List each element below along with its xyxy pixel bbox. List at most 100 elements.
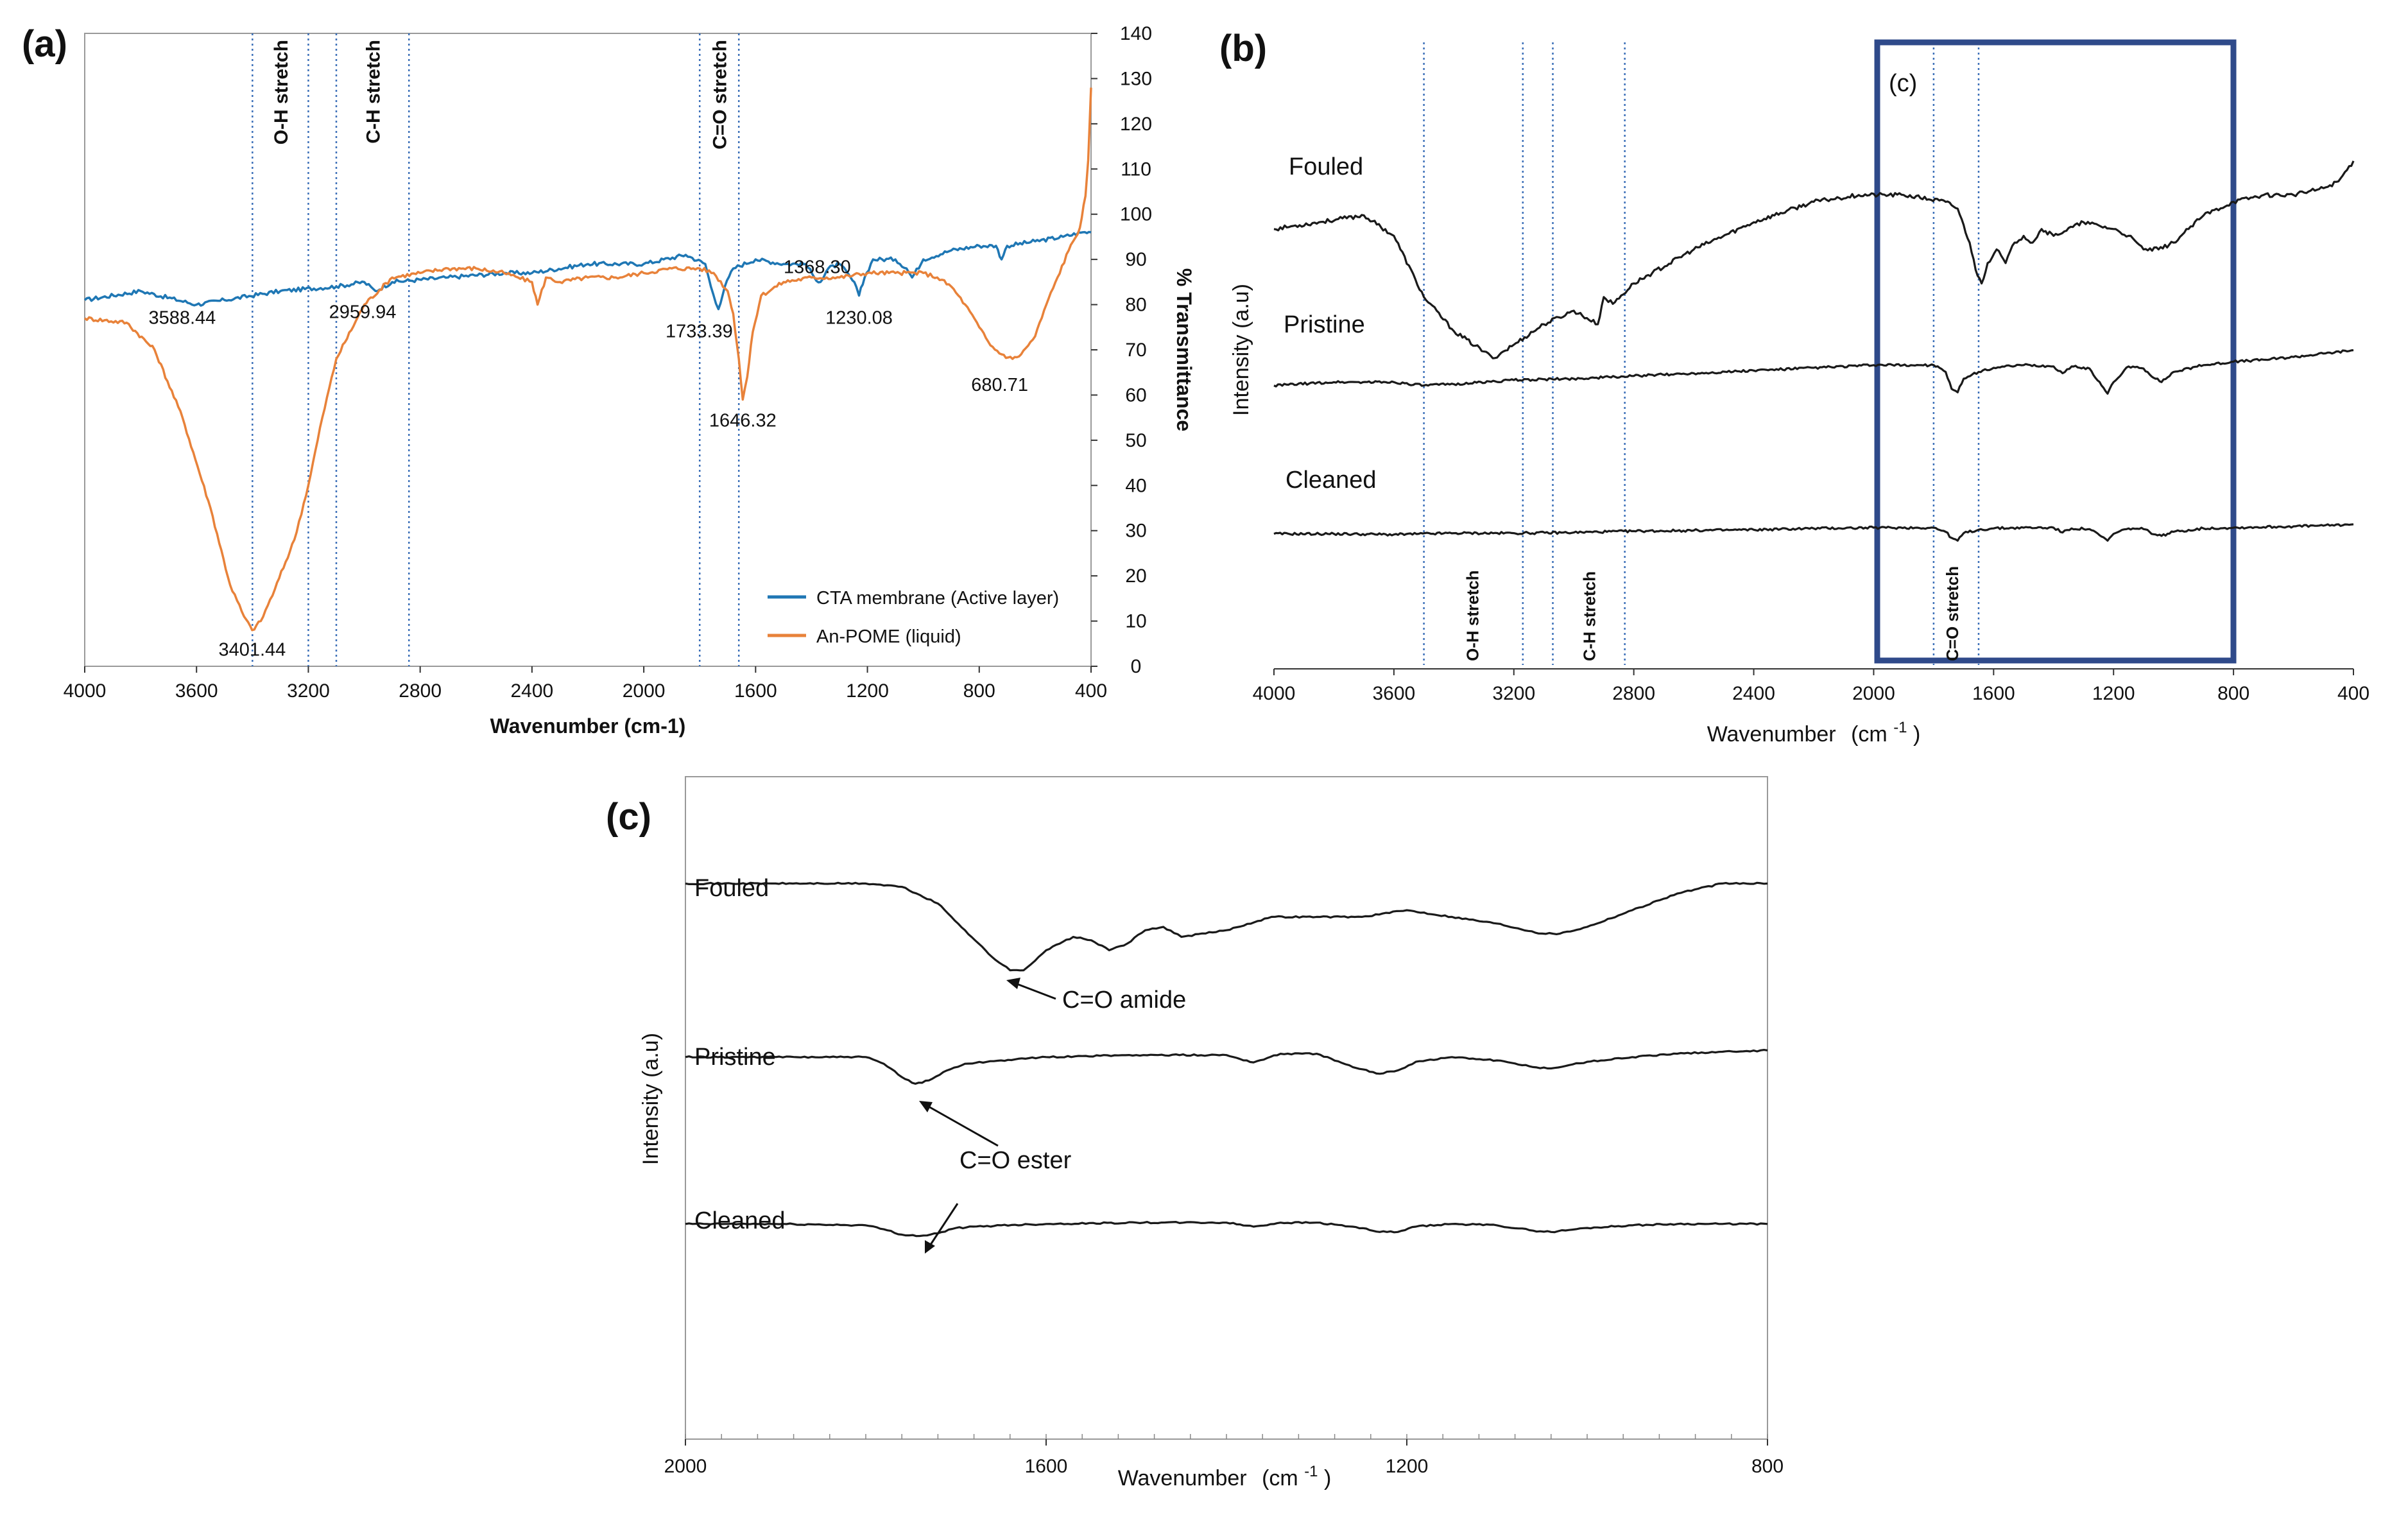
x-tick-label-c: 1600 bbox=[1025, 1456, 1068, 1477]
panel-a: 4000 3600 3200 2800 2400 2000 1600 1200 800 400 0… bbox=[64, 23, 1196, 738]
y-axis-title-a: % Transmittance bbox=[1173, 268, 1196, 431]
x-tick-label-a: 1600 bbox=[734, 680, 777, 702]
x-tick-label-b: 2400 bbox=[1732, 683, 1775, 704]
x-axis-title-a: Wavenumber (cm-1) bbox=[490, 714, 686, 738]
peak-label-a: 1646.32 bbox=[709, 410, 777, 431]
series-line-pristine-b bbox=[1273, 349, 2354, 395]
arrowhead-amide bbox=[1006, 978, 1020, 989]
x-ticks-b: 4000 3600 3200 2800 2400 2000 1600 1200 800 400 bbox=[1253, 669, 2369, 704]
y-tick-label-a: 120 bbox=[1120, 114, 1152, 135]
x-tick-label-a: 800 bbox=[963, 680, 995, 702]
annotation-label-amide: C=O amide bbox=[1062, 987, 1186, 1014]
x-tick-label-c: 2000 bbox=[664, 1456, 707, 1477]
panel-label-c: (c) bbox=[606, 796, 651, 838]
series-line-pome bbox=[83, 87, 1092, 632]
series-line-pristine-c bbox=[685, 1049, 1768, 1085]
y-axis-title-c: Intensity (a.u) bbox=[639, 1033, 663, 1165]
x-tick-label-b: 1600 bbox=[1972, 683, 2015, 704]
plot-frame-a bbox=[84, 33, 1092, 667]
y-tick-label-a: 100 bbox=[1120, 204, 1152, 225]
panel-c: 2000 1600 1200 800 Fouled Pristine Cleaned … bbox=[639, 776, 1784, 1490]
y-tick-label-a: 90 bbox=[1125, 249, 1146, 270]
stretch-label-b: C=O stretch bbox=[1943, 566, 1962, 661]
x-tick-label-a: 2800 bbox=[399, 680, 442, 702]
y-tick-label-a: 0 bbox=[1131, 656, 1142, 677]
series-line-cleaned-b bbox=[1273, 523, 2354, 542]
stretch-label-b: O-H stretch bbox=[1463, 570, 1482, 661]
series-label-pristine-b: Pristine bbox=[1284, 311, 1365, 338]
peak-label-a: 2959.94 bbox=[329, 302, 397, 322]
series-line-cta bbox=[83, 230, 1092, 311]
y-axis-title-b: Intensity (a.u) bbox=[1229, 284, 1253, 416]
series-line-fouled-c bbox=[685, 881, 1768, 972]
guide-lines-a bbox=[252, 33, 740, 666]
peak-label-a: 3401.44 bbox=[218, 640, 286, 661]
peak-label-a: 1733.39 bbox=[666, 322, 733, 342]
guide-lines-b bbox=[1423, 42, 1980, 665]
panel-label-b: (b) bbox=[1219, 28, 1267, 69]
stretch-labels-a: O-H stretch C-H stretch C=O stretch bbox=[271, 40, 731, 150]
x-tick-label-b: 400 bbox=[2337, 683, 2369, 704]
y-tick-label-a: 110 bbox=[1121, 159, 1151, 180]
x-tick-label-a: 400 bbox=[1075, 680, 1107, 702]
x-tick-label-b: 4000 bbox=[1253, 683, 1296, 704]
inset-marker-c: (c) bbox=[1889, 70, 1917, 97]
series-label-pristine-c: Pristine bbox=[694, 1044, 776, 1071]
legend-label-pome: An-POME (liquid) bbox=[816, 626, 961, 647]
peak-label-a: 1230.08 bbox=[825, 307, 893, 328]
x-axis-title-b: Wavenumber (cm -1 ) bbox=[1707, 713, 1921, 747]
x-ticks-c: 2000 1600 1200 800 bbox=[664, 1439, 1784, 1477]
x-tick-label-a: 3600 bbox=[175, 680, 218, 702]
peak-label-a: 1368.30 bbox=[784, 257, 851, 277]
peak-labels-a: 3588.44 3401.44 2959.94 1733.39 1646.32 1368.… bbox=[148, 257, 1028, 660]
x-tick-label-a: 1200 bbox=[846, 680, 889, 702]
stretch-label-b: C-H stretch bbox=[1580, 571, 1599, 661]
x-tick-label-c: 1200 bbox=[1386, 1456, 1429, 1477]
peak-label-a: 3588.44 bbox=[148, 308, 216, 329]
series-label-fouled-c: Fouled bbox=[694, 875, 769, 902]
x-axis-title-c: Wavenumber (cm -1 ) bbox=[1118, 1457, 1332, 1490]
annotation-amide: C=O amide bbox=[1006, 978, 1186, 1014]
peak-label-a: 680.71 bbox=[971, 375, 1028, 395]
y-tick-label-a: 50 bbox=[1125, 430, 1146, 451]
series-line-cleaned-c bbox=[685, 1221, 1768, 1238]
stretch-labels-b: O-H stretch C-H stretch C=O stretch bbox=[1463, 566, 1962, 661]
x-tick-label-c: 800 bbox=[1751, 1456, 1784, 1477]
annotation-label-ester: C=O ester bbox=[959, 1147, 1072, 1174]
x-tick-label-b: 2800 bbox=[1612, 683, 1655, 704]
x-tick-label-a: 3200 bbox=[287, 680, 330, 702]
y-tick-label-a: 80 bbox=[1125, 295, 1146, 316]
series-a bbox=[83, 87, 1092, 632]
series-label-fouled-b: Fouled bbox=[1289, 153, 1363, 180]
legend-label-cta: CTA membrane (Active layer) bbox=[816, 588, 1059, 609]
x-tick-label-b: 2000 bbox=[1852, 683, 1895, 704]
y-tick-label-a: 30 bbox=[1125, 521, 1146, 542]
x-ticks-a: 4000 3600 3200 2800 2400 2000 1600 1200 800 400 bbox=[64, 666, 1107, 702]
stretch-label-a: C=O stretch bbox=[710, 40, 731, 150]
arrowhead-ester-cleaned bbox=[925, 1240, 935, 1254]
series-c bbox=[685, 881, 1768, 1238]
arrow-amide bbox=[1011, 981, 1056, 1000]
minor-ticks-c bbox=[685, 1434, 1768, 1439]
plot-frame-c bbox=[685, 776, 1768, 1440]
arrowhead-ester-pristine bbox=[919, 1101, 933, 1112]
x-tick-label-b: 800 bbox=[2217, 683, 2249, 704]
y-tick-label-a: 20 bbox=[1125, 566, 1146, 587]
x-tick-label-a: 4000 bbox=[64, 680, 107, 702]
y-tick-label-a: 130 bbox=[1120, 68, 1152, 89]
stretch-label-a: C-H stretch bbox=[363, 40, 384, 144]
x-tick-label-b: 1200 bbox=[2092, 683, 2135, 704]
x-tick-label-b: 3600 bbox=[1373, 683, 1416, 704]
x-tick-label-a: 2400 bbox=[511, 680, 554, 702]
series-b bbox=[1273, 160, 2355, 542]
annotation-ester: C=O ester bbox=[919, 1101, 1072, 1254]
series-line-fouled-b bbox=[1273, 160, 2355, 359]
legend-a: CTA membrane (Active layer) An-POME (liq… bbox=[768, 588, 1059, 647]
series-label-cleaned-c: Cleaned bbox=[694, 1207, 786, 1234]
y-tick-label-a: 60 bbox=[1125, 384, 1146, 406]
y-tick-label-a: 40 bbox=[1125, 475, 1146, 496]
arrow-ester-cleaned bbox=[927, 1203, 959, 1249]
panel-b: (c) 4000 3600 3200 2800 2400 2000 1600 1200 800 4… bbox=[1229, 39, 2369, 747]
inset-box-b bbox=[1874, 39, 2237, 664]
